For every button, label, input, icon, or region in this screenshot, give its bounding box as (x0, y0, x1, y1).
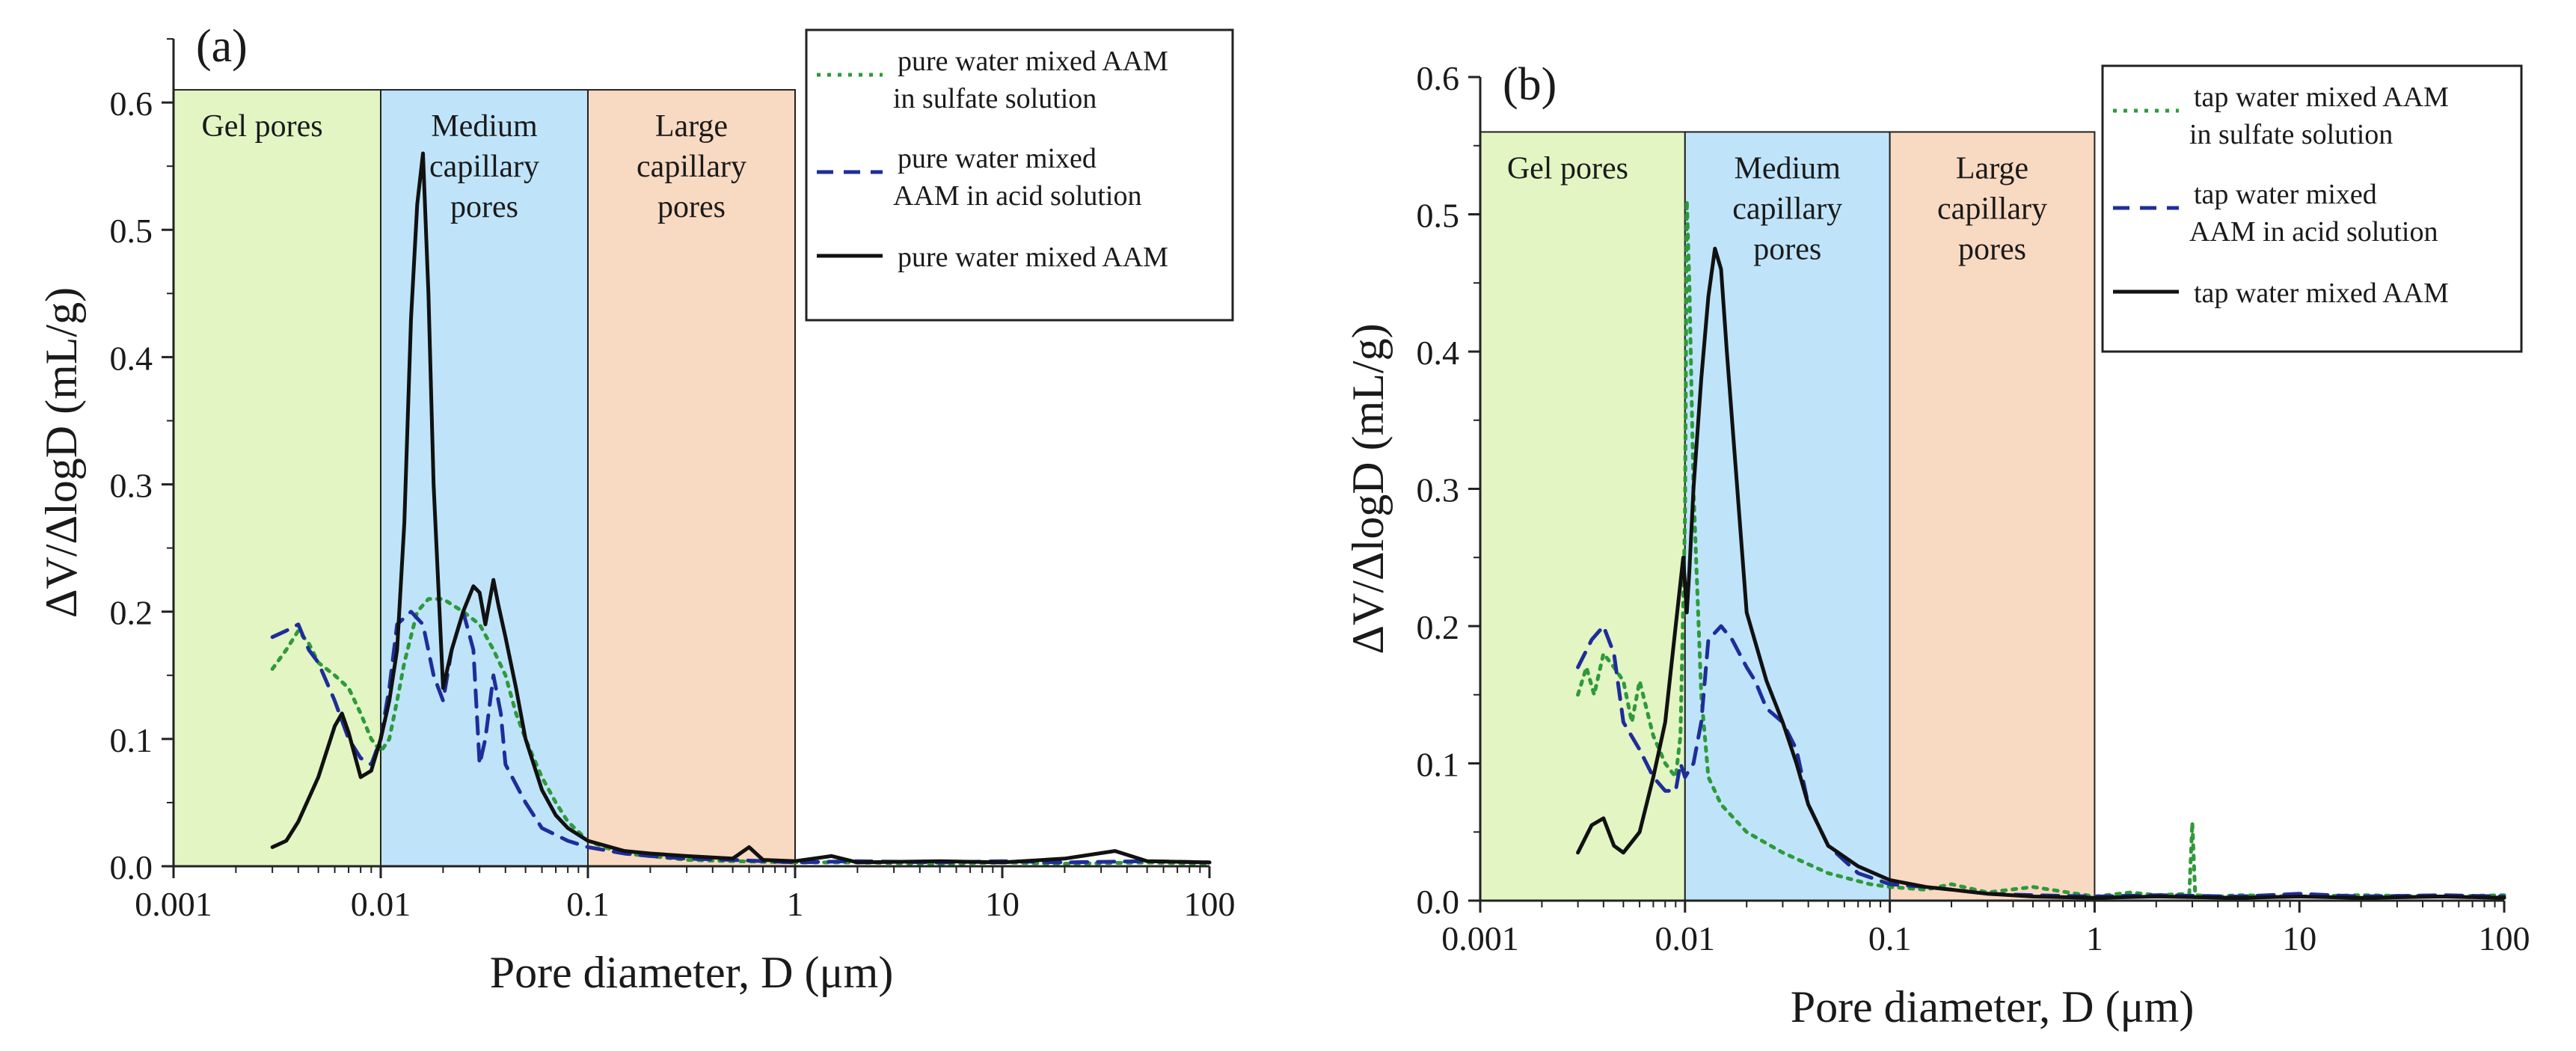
x-tick-label: 100 (1184, 885, 1236, 923)
legend-label: tap water mixed AAM (2194, 82, 2449, 113)
x-tick-label: 0.01 (351, 885, 411, 923)
y-tick-label: 0.3 (1417, 471, 1460, 509)
legend-label: pure water mixed AAM (898, 46, 1168, 77)
legend-label: pure water mixed (898, 143, 1097, 174)
region-label: pores (657, 190, 726, 224)
x-tick-label: 1 (2086, 919, 2103, 957)
x-tick-label: 0.1 (566, 885, 610, 923)
x-axis-label: Pore diameter, D (μm) (490, 948, 894, 997)
series-line-dotted (1576, 198, 2506, 898)
legend-box (805, 28, 1234, 322)
region-label: Large (1956, 151, 2028, 186)
region-label: Medium (1735, 151, 1841, 186)
legend-label: tap water mixed AAM (2194, 278, 2449, 309)
x-tick-label: 0.001 (135, 885, 212, 923)
region-label: capillary (429, 150, 539, 184)
panel-label: (b) (1503, 59, 1557, 110)
series-line-solid (1576, 246, 2506, 900)
legend-label: tap water mixed (2194, 179, 2377, 210)
panel-b: Gel pores Medium capillary pores Large capill… (1343, 59, 2530, 1032)
x-tick-label: 10 (2282, 919, 2316, 957)
y-tick-label: 0.6 (1417, 59, 1460, 97)
y-axis-label: ΔV/ΔlogD (mL/g) (1343, 323, 1393, 654)
region-label: Gel pores (1507, 151, 1628, 186)
y-tick-label: 0.3 (110, 467, 153, 505)
y-tick-label: 0.6 (110, 85, 153, 123)
legend-label: AAM in acid solution (893, 180, 1141, 212)
legend-label: in sulfate solution (2189, 119, 2393, 150)
y-tick-label: 0.0 (110, 848, 153, 886)
pore-region-2 (1889, 131, 2096, 901)
region-label: capillary (1937, 191, 2047, 226)
y-tick-label: 0.5 (1417, 197, 1460, 235)
y-tick-label: 0.4 (110, 339, 153, 377)
legend-label: in sulfate solution (893, 83, 1097, 114)
pore-region-0 (1479, 131, 1686, 901)
legend-label: AAM in acid solution (2189, 216, 2438, 248)
region-label: Medium (431, 109, 538, 144)
panel-label: (a) (196, 21, 248, 72)
region-label: capillary (1732, 191, 1842, 226)
region-label: Large (655, 109, 728, 144)
region-label: pores (450, 190, 518, 224)
series-line-solid (270, 151, 1212, 865)
pore-region-2 (587, 89, 796, 868)
x-tick-label: 0.001 (1441, 919, 1519, 957)
x-tick-label: 100 (2479, 919, 2530, 957)
y-tick-label: 0.4 (1417, 334, 1460, 372)
region-label: Gel pores (201, 109, 322, 144)
x-tick-label: 0.01 (1655, 919, 1716, 957)
y-tick-label: 0.1 (110, 721, 153, 759)
x-tick-label: 1 (787, 885, 804, 923)
panel-a: Gel pores Medium capillary pores Large capill… (37, 21, 1236, 997)
y-tick-label: 0.0 (1417, 883, 1460, 921)
y-tick-label: 0.5 (110, 212, 153, 250)
y-tick-label: 0.2 (110, 594, 153, 632)
y-tick-label: 0.1 (1417, 746, 1460, 784)
legend-label: pure water mixed AAM (898, 242, 1168, 273)
region-label: pores (1958, 232, 2026, 266)
x-axis-label: Pore diameter, D (μm) (1791, 982, 2195, 1032)
y-tick-label: 0.2 (1417, 608, 1460, 646)
region-label: capillary (637, 150, 746, 184)
pore-region-0 (173, 89, 381, 868)
x-tick-label: 0.1 (1868, 919, 1912, 957)
x-tick-label: 10 (985, 885, 1019, 923)
y-axis-label: ΔV/ΔlogD (mL/g) (37, 287, 86, 618)
region-label: pores (1753, 232, 1821, 266)
